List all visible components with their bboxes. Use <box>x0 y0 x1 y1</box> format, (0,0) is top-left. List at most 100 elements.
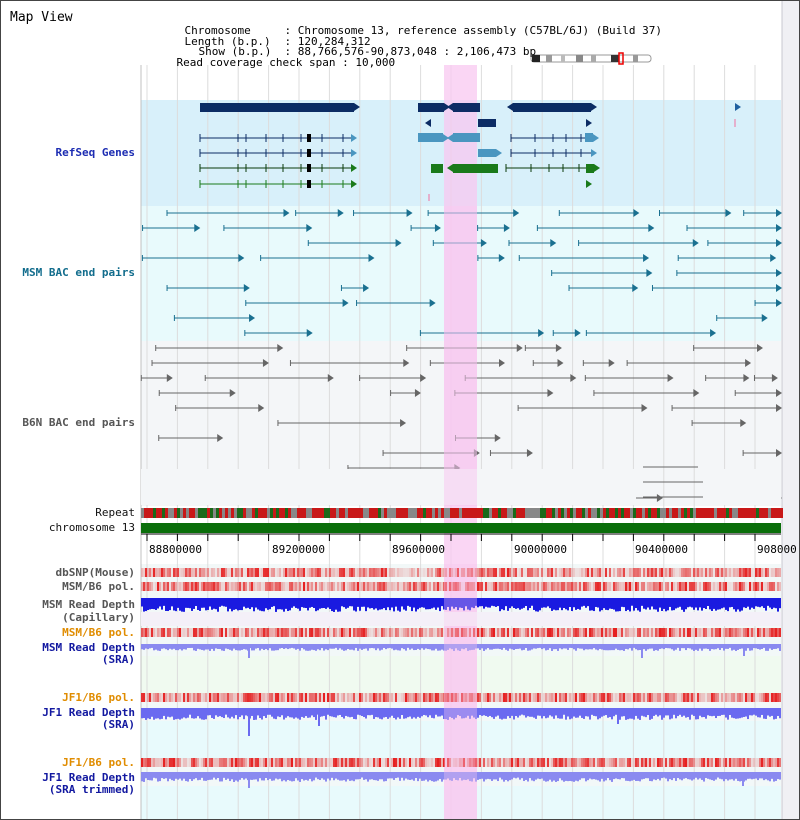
heat-cell <box>567 628 569 637</box>
heat-cell <box>769 693 771 702</box>
track-label-msm-b6-pol-2[interactable]: MSM/B6 pol. <box>62 626 135 639</box>
strand-arrow <box>547 389 554 397</box>
heat-cell <box>303 693 305 702</box>
heat-cell <box>155 758 157 767</box>
depth-bar <box>503 598 505 611</box>
depth-bar <box>429 598 431 610</box>
heat-cell <box>731 693 733 702</box>
heat-cell <box>693 568 695 577</box>
heat-cell <box>299 758 301 767</box>
depth-bar <box>407 644 409 648</box>
depth-bar <box>437 708 439 717</box>
depth-bar <box>745 598 747 609</box>
depth-bar <box>463 772 465 780</box>
heat-cell <box>625 628 627 637</box>
track-label-msm-depth-capillary[interactable]: MSM Read Depth <box>42 598 135 611</box>
track-label-msm-bac[interactable]: MSM BAC end pairs <box>22 266 135 279</box>
track-label-jf1-b6-pol-2[interactable]: JF1/B6 pol. <box>62 756 135 769</box>
heat-cell <box>163 628 165 637</box>
heat-cell <box>741 582 743 591</box>
track-label-b6n-bac[interactable]: B6N BAC end pairs <box>22 416 135 429</box>
repeat-segment <box>513 508 516 518</box>
depth-bar <box>747 708 749 720</box>
heat-cell <box>721 582 723 591</box>
depth-bar <box>529 598 531 609</box>
heat-cell <box>499 582 501 591</box>
heat-cell <box>191 628 193 637</box>
depth-bar <box>371 772 373 780</box>
heat-cell <box>491 582 493 591</box>
heat-cell <box>653 758 655 767</box>
heat-cell <box>473 582 475 591</box>
heat-cell <box>213 568 215 577</box>
depth-bar <box>675 772 677 781</box>
track-label-msm-depth-sra[interactable]: MSM Read Depth <box>42 641 135 654</box>
heat-cell <box>737 758 739 767</box>
depth-bar <box>159 772 161 782</box>
heat-cell <box>727 568 729 577</box>
heat-cell <box>695 582 697 591</box>
heat-cell <box>737 628 739 637</box>
track-label-chromosome[interactable]: chromosome 13 <box>48 521 135 534</box>
heat-cell <box>561 582 563 591</box>
depth-bar <box>647 772 649 779</box>
heat-cell <box>651 628 653 637</box>
heat-cell <box>371 568 373 577</box>
heat-cell <box>541 582 543 591</box>
repeat-segment <box>606 508 609 518</box>
depth-bar <box>195 772 197 779</box>
heat-cell <box>753 758 755 767</box>
depth-bar <box>287 708 289 717</box>
heat-cell <box>675 758 677 767</box>
heat-cell <box>543 758 545 767</box>
heat-cell <box>413 628 415 637</box>
depth-bar <box>615 644 617 649</box>
track-label-refseq[interactable]: RefSeq Genes <box>55 146 135 159</box>
depth-bar <box>479 772 481 780</box>
depth-bar <box>427 772 429 782</box>
heat-cell <box>455 582 457 591</box>
heat-cell <box>395 628 397 637</box>
repeat-segment <box>357 508 360 518</box>
heat-cell <box>757 582 759 591</box>
strand-arrow <box>743 374 750 382</box>
depth-bar <box>637 772 639 781</box>
heat-cell <box>499 568 501 577</box>
heat-cell <box>149 582 151 591</box>
depth-bar <box>169 772 171 779</box>
heat-cell <box>295 693 297 702</box>
heat-cell <box>579 758 581 767</box>
depth-bar <box>145 708 147 720</box>
heat-cell <box>445 628 447 637</box>
heat-cell <box>541 628 543 637</box>
depth-bar <box>433 708 435 719</box>
depth-bar <box>369 708 371 716</box>
heat-cell <box>427 693 429 702</box>
heat-cell <box>245 628 247 637</box>
track-label-repeat[interactable]: Repeat <box>95 506 135 519</box>
track-label-jf1-b6-pol[interactable]: JF1/B6 pol. <box>62 691 135 704</box>
depth-bar <box>191 598 193 611</box>
strand-arrow <box>757 344 764 352</box>
heat-cell <box>657 693 659 702</box>
track-label-dbsnp[interactable]: dbSNP(Mouse) <box>55 566 135 579</box>
repeat-segment <box>141 508 144 518</box>
depth-bar <box>595 708 597 717</box>
depth-bar <box>595 598 597 607</box>
track-label-msm-b6-pol[interactable]: MSM/B6 pol. <box>62 580 135 593</box>
gene-block <box>453 133 480 142</box>
heat-cell <box>351 693 353 702</box>
heat-cell <box>581 568 583 577</box>
depth-bar <box>751 598 753 608</box>
depth-bar <box>577 772 579 782</box>
heat-cell <box>683 568 685 577</box>
track-label-jf1-depth-trimmed[interactable]: JF1 Read Depth <box>42 771 135 784</box>
heat-cell <box>691 628 693 637</box>
track-label-jf1-depth-sra[interactable]: JF1 Read Depth <box>42 706 135 719</box>
depth-bar <box>719 772 721 779</box>
heat-cell <box>343 628 345 637</box>
depth-bar <box>481 644 483 649</box>
heat-cell <box>715 628 717 637</box>
depth-bar <box>267 598 269 610</box>
